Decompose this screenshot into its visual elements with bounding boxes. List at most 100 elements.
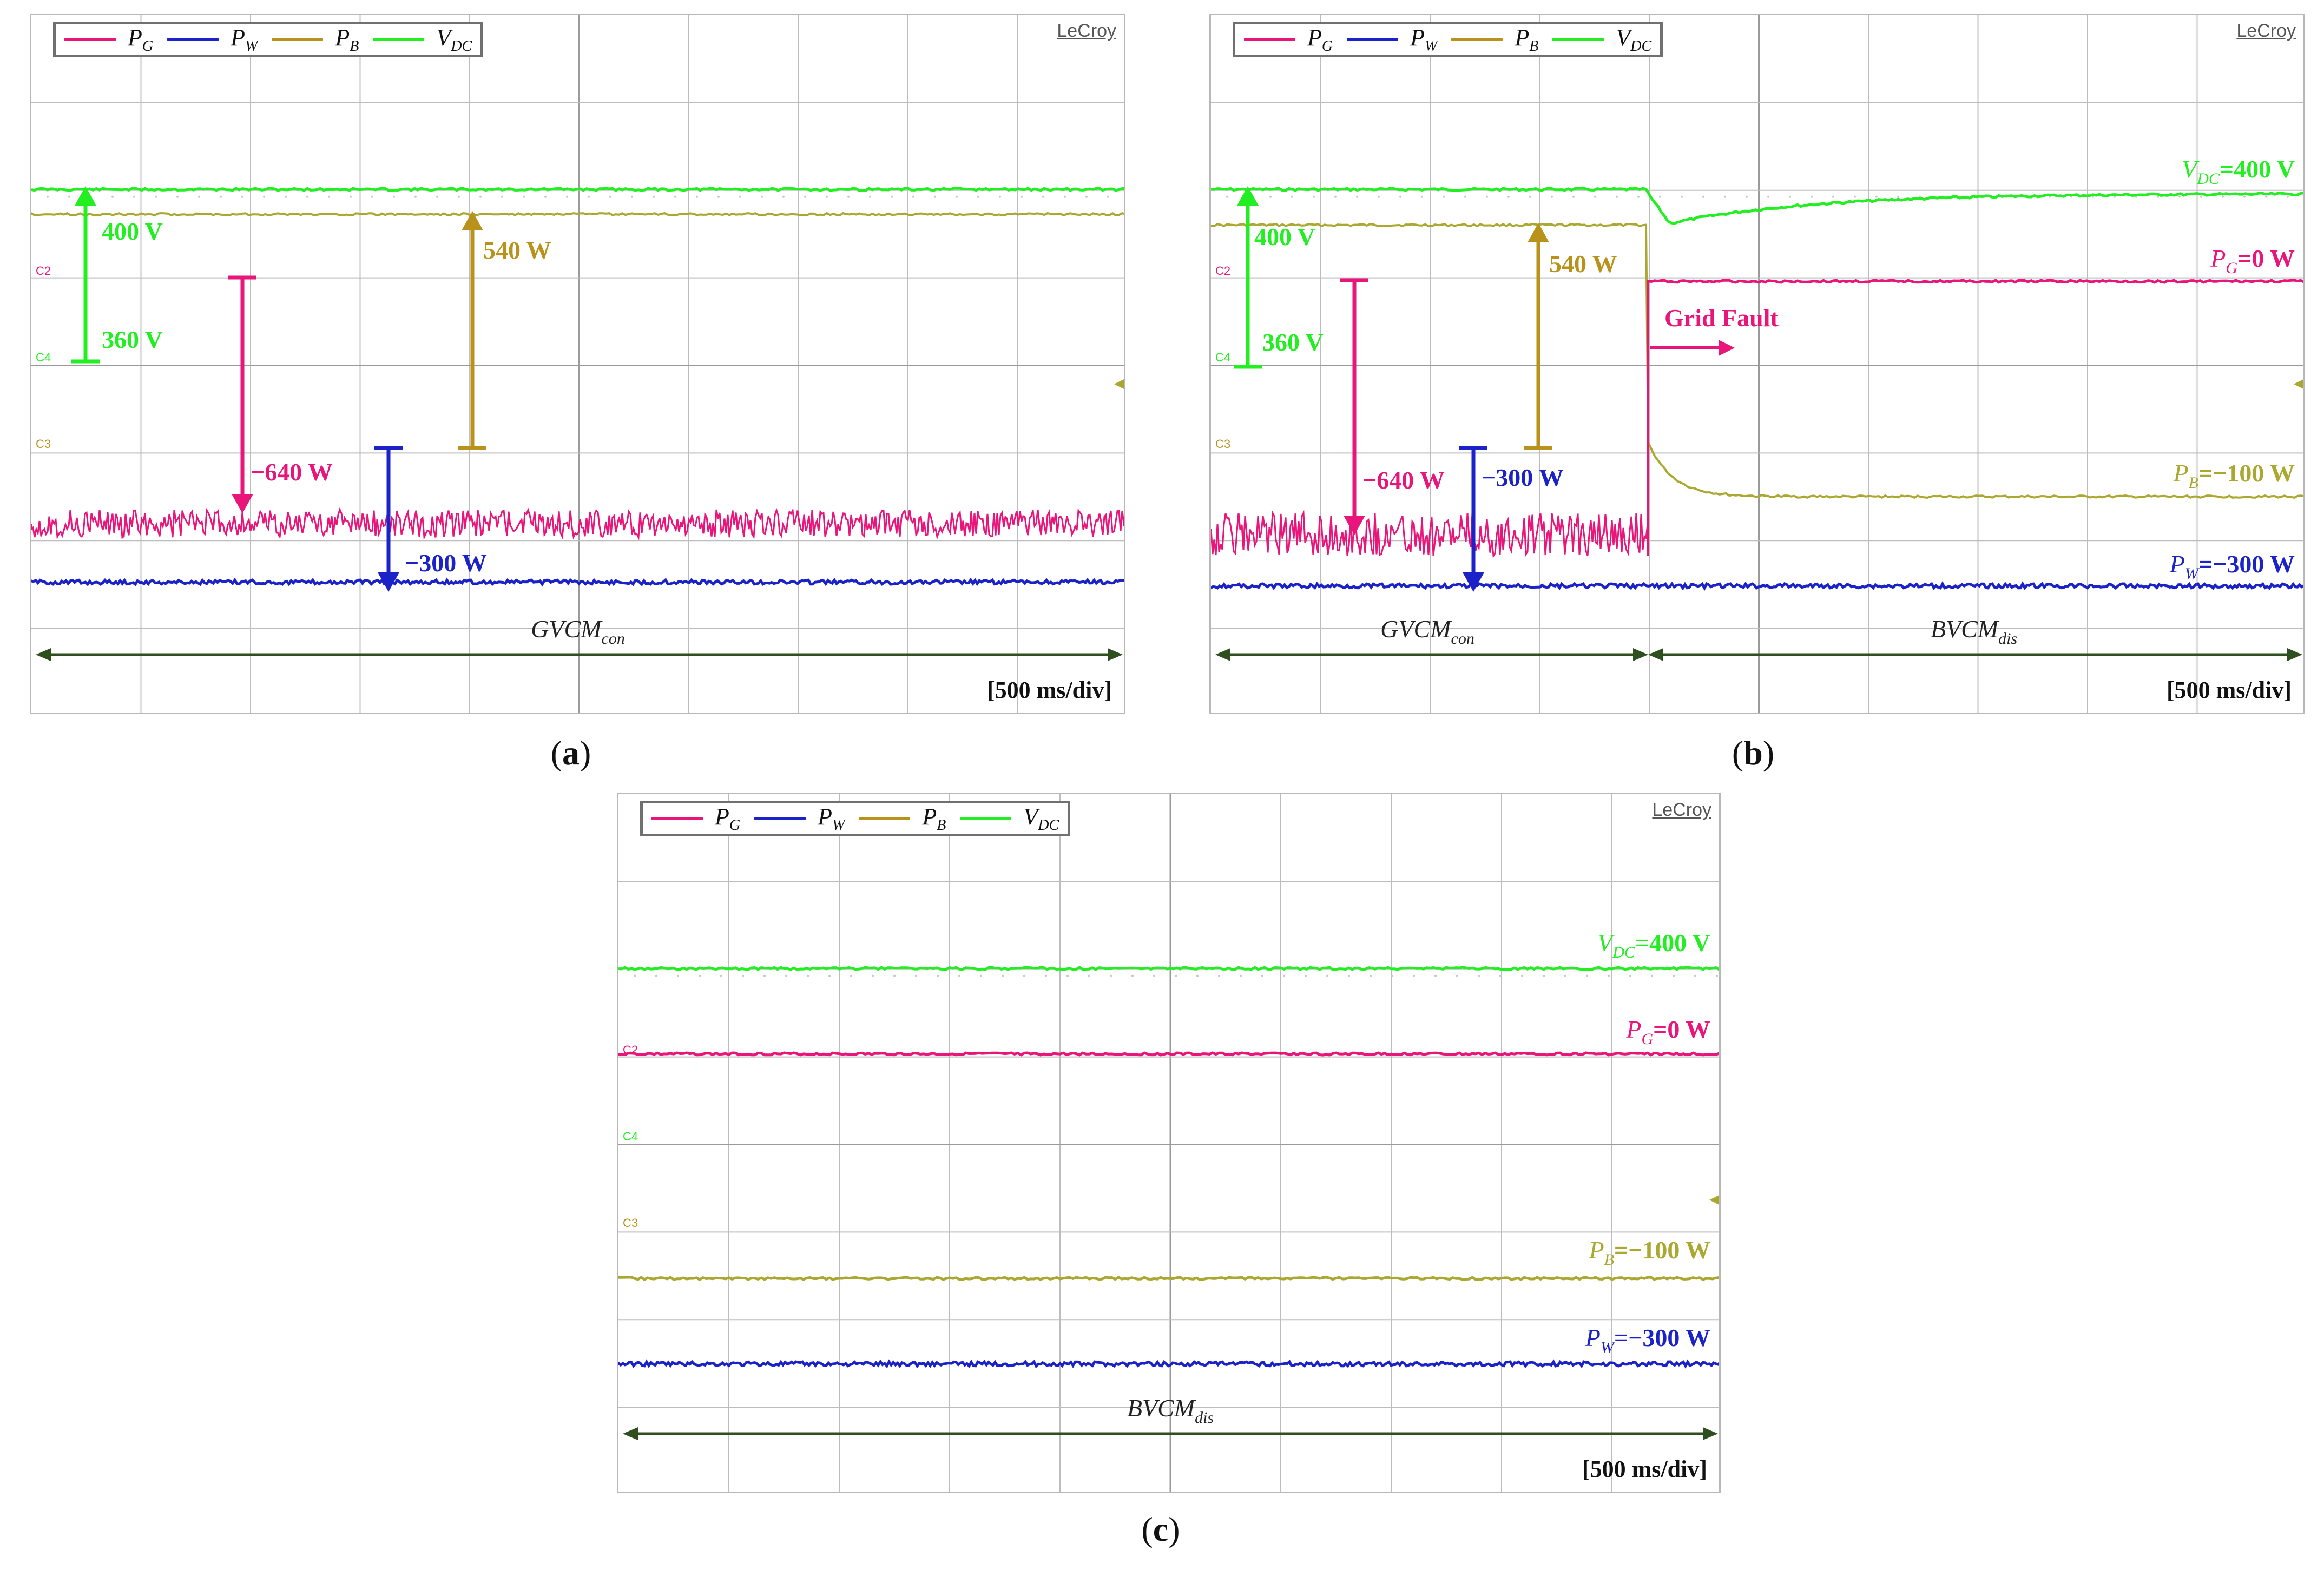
label-symbol: P (1625, 1015, 1641, 1043)
label-value: =0 W (2237, 245, 2295, 272)
legend: PG PW PB VDC (53, 22, 484, 57)
vdc-label-360: 360 V (102, 326, 163, 353)
grid-fault-head (1719, 340, 1735, 356)
mode-arrow-gvcm (36, 648, 1123, 661)
label-value: =−100 W (1614, 1236, 1710, 1264)
pb-arrow-head (1528, 223, 1549, 242)
legend-swatch (272, 38, 324, 41)
brand-logo: LeCroy (1652, 800, 1711, 820)
grid-dot (588, 195, 590, 198)
grid-dot (1348, 974, 1350, 977)
caption-c: (c) (1141, 1510, 1180, 1548)
vdc-arrow-head (75, 186, 96, 206)
pg-arrow (228, 275, 256, 513)
vdc-label-400: 400 V (1254, 223, 1315, 250)
mode-arrow-gvcm-head-left (36, 648, 51, 661)
legend-swatch (373, 38, 425, 41)
pg-arrow-head (1344, 516, 1365, 535)
label-symbol: P (2169, 550, 2185, 578)
legend-swatch (1244, 38, 1295, 41)
grid-dot (1240, 974, 1242, 977)
grid-dot (1746, 195, 1748, 198)
pw-end-label: PW=−300 W (2169, 550, 2295, 583)
grid-dot (1021, 195, 1023, 198)
legend-label: PW (231, 24, 258, 55)
grid-dot (828, 974, 831, 977)
grid-dot (915, 974, 917, 977)
grid-dot (634, 974, 636, 977)
legend-swatch (1347, 38, 1399, 41)
mode-subscript: con (1451, 630, 1474, 648)
timebase-label: [500 ms/div] (2167, 677, 2292, 703)
legend-swatch (1451, 38, 1503, 41)
grid-dot (414, 195, 417, 198)
grid-dot (1608, 974, 1610, 977)
label-symbol: P (1585, 1324, 1601, 1351)
grid-dot (1521, 974, 1523, 977)
grid-dot (2222, 195, 2224, 198)
label-value: =400 V (1635, 929, 1710, 956)
label-value: =400 V (2220, 155, 2295, 183)
grid-dot (720, 974, 722, 977)
label-symbol: P (1588, 1236, 1604, 1264)
grid-dot (1767, 195, 1769, 198)
mode-subscript: con (602, 630, 625, 648)
label-value: =−300 W (2198, 550, 2295, 578)
grid-dot (1305, 974, 1307, 977)
grid-dot (696, 195, 698, 198)
trace-pb (618, 1276, 1719, 1281)
grid-dot (869, 195, 871, 198)
grid-dot (2178, 195, 2181, 198)
channel-tag: C4 (36, 351, 51, 364)
grid-dot (1616, 195, 1618, 198)
label-subscript: W (1601, 1338, 1616, 1356)
grid-dot (1551, 195, 1553, 198)
channel-tag: C2 (36, 264, 51, 278)
channel-tag: C3 (1215, 437, 1230, 451)
grid-dot (1694, 974, 1696, 977)
pb-arrow-head (462, 211, 483, 230)
legend-item: PG (651, 803, 740, 834)
grid-dot (1897, 195, 1899, 198)
grid-dot (1110, 974, 1112, 977)
vdc-end-label: VDC=400 V (2182, 155, 2295, 188)
mode-subscript: dis (1195, 1409, 1214, 1427)
grid-dot (176, 195, 179, 198)
pb-arrow (458, 211, 486, 450)
grid-dot (350, 195, 352, 198)
label-symbol: V (2182, 155, 2200, 183)
grid-dot (220, 195, 222, 198)
channel-tag: C2 (1215, 264, 1230, 278)
pb-end-label: PB=−100 W (1588, 1236, 1710, 1269)
caption-b: (b) (1732, 734, 1775, 772)
grid-dot (393, 195, 395, 198)
channel-tag: C3 (36, 437, 51, 451)
legend-label: PG (128, 24, 154, 55)
legend-item: VDC (960, 803, 1059, 834)
scope-panel-a: C2 C4 C3 400 V 360 V 540 W −640 W −300 W GVCMcon… (30, 14, 1125, 714)
grid-dot (2200, 195, 2202, 198)
grid-dot (263, 195, 265, 198)
legend-swatch (1552, 38, 1604, 41)
vdc-arrow (71, 186, 100, 364)
grid-dot (1085, 195, 1088, 198)
grid-dot (1543, 974, 1545, 977)
grid-dot (1564, 974, 1566, 977)
grid-dot (742, 974, 744, 977)
grid-dot (1153, 974, 1155, 977)
legend-item: VDC (1552, 24, 1651, 55)
grid-dot (2092, 195, 2094, 198)
grid-dot (1045, 974, 1047, 977)
label-subscript: DC (1612, 944, 1636, 961)
grid-dot (807, 974, 809, 977)
grid-dot (1175, 974, 1177, 977)
legend-item: PG (64, 24, 153, 55)
grid-dot (872, 974, 874, 977)
trace-pg-before (1211, 510, 1649, 559)
grid-dot (977, 195, 979, 198)
grid-dot (1218, 974, 1220, 977)
grid-dot (1681, 195, 1683, 198)
legend-label: VDC (1616, 24, 1652, 55)
legend-item: PW (1347, 24, 1437, 55)
